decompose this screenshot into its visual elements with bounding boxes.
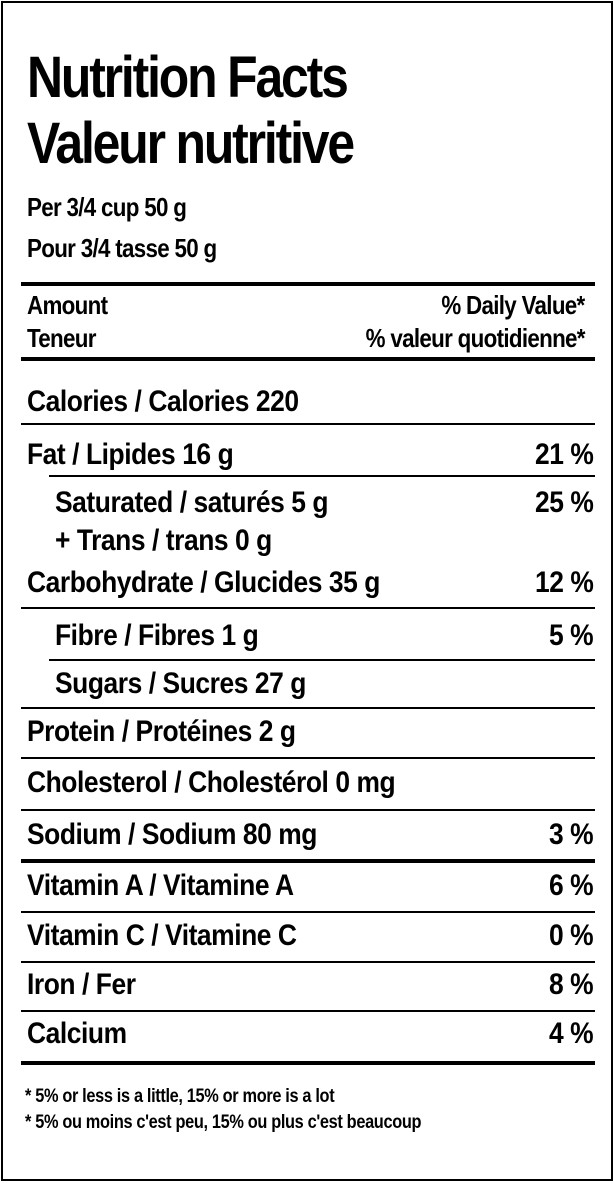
sodium-label: Sodium / Sodium 80 mg — [27, 818, 318, 851]
divider — [21, 607, 595, 609]
divider-top — [21, 282, 595, 286]
amount-header-french: Teneur — [27, 323, 96, 353]
divider — [21, 423, 595, 425]
fat-label: Fat / Lipides 16 g — [27, 438, 234, 471]
divider — [21, 961, 595, 963]
divider — [21, 757, 595, 759]
fibre-percent: 5 % — [548, 619, 594, 652]
vitamin-c-label: Vitamin C / Vitamine C — [27, 919, 297, 952]
serving-size-english: Per 3/4 cup 50 g — [27, 192, 187, 222]
title-french: Valeur nutritive — [27, 111, 355, 176]
divider — [49, 659, 595, 661]
daily-value-header-english: % Daily Value* — [441, 290, 586, 320]
divider — [21, 911, 595, 913]
serving-size-french: Pour 3/4 tasse 50 g — [27, 233, 217, 263]
footnote-french: * 5% ou moins c'est peu, 15% ou plus c'e… — [25, 1112, 422, 1133]
vitamin-a-percent: 6 % — [548, 869, 594, 902]
sugars-label: Sugars / Sucres 27 g — [55, 667, 306, 700]
vitamin-a-label: Vitamin A / Vitamine A — [27, 869, 294, 902]
fibre-label: Fibre / Fibres 1 g — [55, 619, 259, 652]
sodium-percent: 3 % — [548, 818, 594, 851]
saturated-label: Saturated / saturés 5 g — [55, 486, 329, 519]
carbohydrate-percent: 12 % — [534, 566, 594, 599]
vitamin-c-percent: 0 % — [548, 919, 594, 952]
saturated-percent: 25 % — [534, 486, 594, 519]
trans-label: + Trans / trans 0 g — [55, 524, 272, 557]
cholesterol-label: Cholesterol / Cholestérol 0 mg — [27, 766, 396, 799]
daily-value-header-french: % valeur quotidienne* — [365, 323, 586, 353]
calcium-percent: 4 % — [548, 1017, 594, 1050]
divider-bottom — [21, 1061, 595, 1065]
carbohydrate-label: Carbohydrate / Glucides 35 g — [27, 566, 380, 599]
divider-header — [21, 357, 595, 361]
calcium-label: Calcium — [27, 1017, 127, 1050]
divider — [21, 809, 595, 811]
fat-percent: 21 % — [534, 438, 594, 471]
divider — [21, 707, 595, 709]
divider — [49, 475, 595, 477]
protein-label: Protein / Protéines 2 g — [27, 715, 296, 748]
calories-row: Calories / Calories 220 — [27, 385, 299, 418]
iron-percent: 8 % — [548, 968, 594, 1001]
iron-label: Iron / Fer — [27, 968, 136, 1001]
divider — [21, 1010, 595, 1012]
amount-header-english: Amount — [27, 290, 108, 320]
divider-vitamins — [21, 859, 595, 863]
title-english: Nutrition Facts — [27, 45, 349, 110]
footnote-english: * 5% or less is a little, 15% or more is… — [25, 1086, 335, 1107]
